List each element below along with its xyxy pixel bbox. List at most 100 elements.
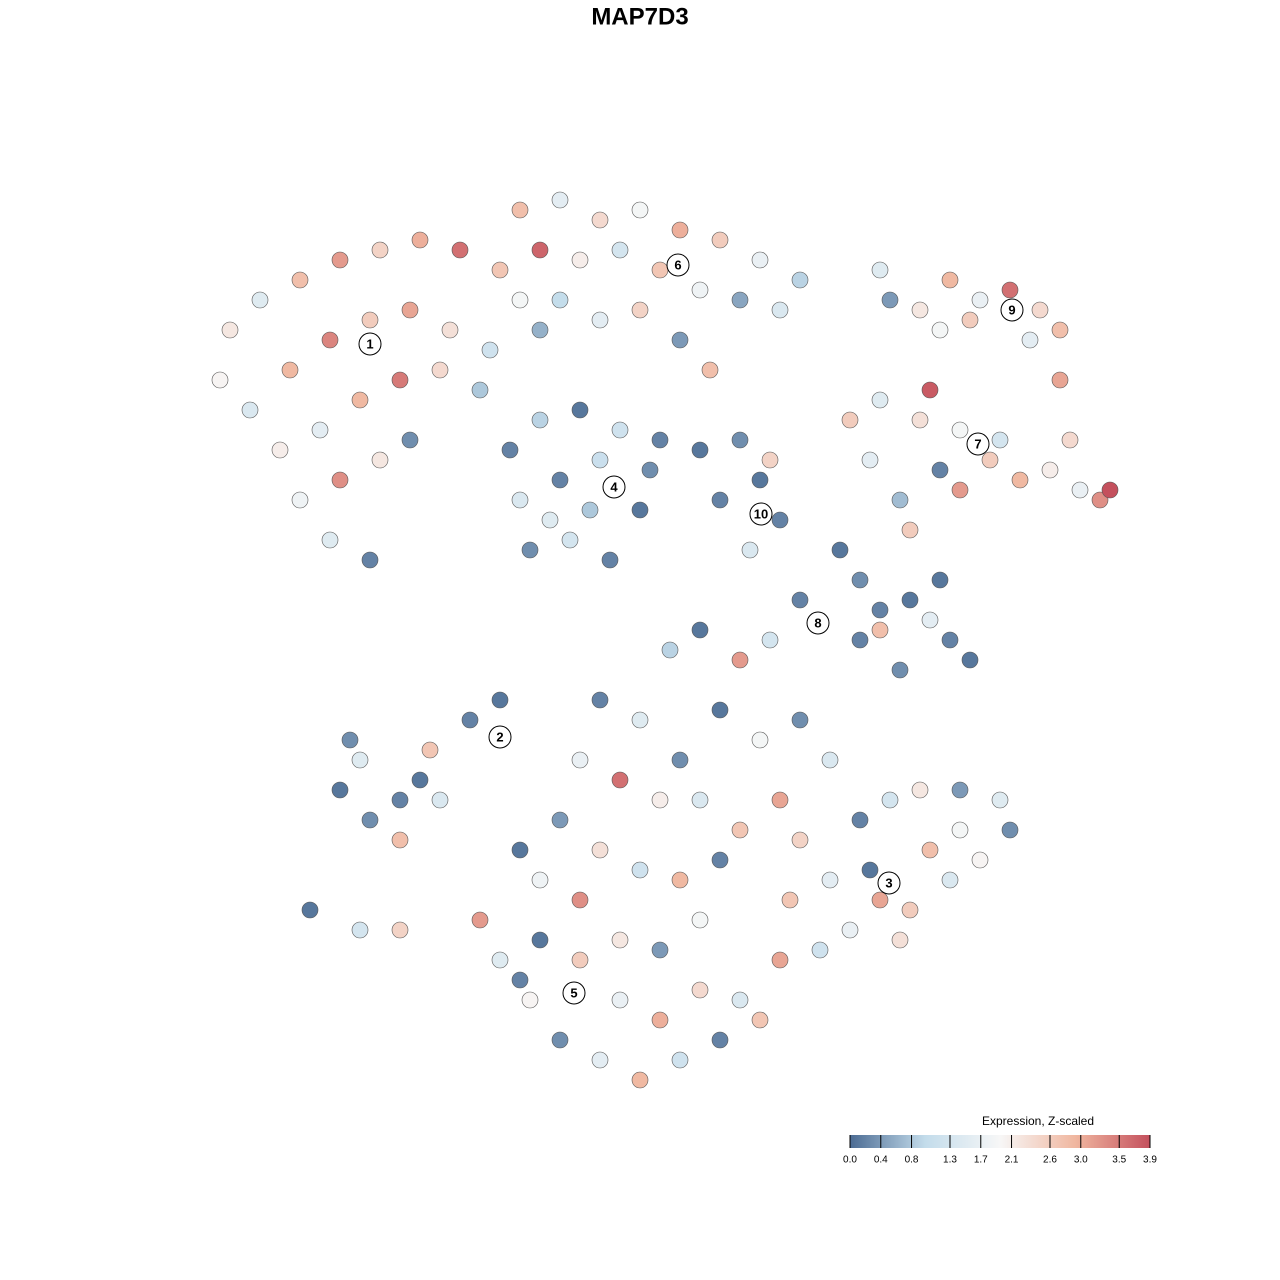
cell-point [1101,481,1119,499]
cell-point [451,241,469,259]
cell-point [411,231,429,249]
cluster-label-bg [488,725,512,749]
colorbar [850,1135,1150,1148]
cell-point [631,861,649,879]
cell-point [971,291,989,309]
cluster-label: 1 [366,336,373,351]
cluster-label-bg [806,611,830,635]
cell-point [891,931,909,949]
cluster-label: 3 [885,875,892,890]
cell-point [1041,461,1059,479]
cell-point [591,841,609,859]
cell-point [951,481,969,499]
cell-point [851,631,869,649]
cell-point [871,891,889,909]
cell-point [791,591,809,609]
cell-point [511,291,529,309]
cell-point [591,211,609,229]
cell-point [331,781,349,799]
cell-point [651,261,669,279]
cell-point [561,531,579,549]
colorbar-tick-label: 1.7 [974,1155,988,1166]
cell-point [571,751,589,769]
cell-point [371,241,389,259]
cell-point [781,891,799,909]
cell-point [551,291,569,309]
cell-point [331,251,349,269]
cell-point [571,891,589,909]
cell-point [431,791,449,809]
cell-point [651,941,669,959]
cluster-label-bg [877,871,901,895]
cell-point [511,841,529,859]
cell-point [791,271,809,289]
cell-point [611,991,629,1009]
cell-point [731,821,749,839]
cell-point [911,781,929,799]
cell-point [611,421,629,439]
cell-point [321,331,339,349]
cell-point [701,361,719,379]
cell-point [871,391,889,409]
cell-point [961,311,979,329]
cell-point [1051,321,1069,339]
cell-point [221,321,239,339]
cell-point [901,591,919,609]
cell-point [421,741,439,759]
cell-point [971,851,989,869]
cell-point [811,941,829,959]
cell-point [891,661,909,679]
cell-point [351,921,369,939]
cell-point [731,991,749,1009]
cell-point [581,501,599,519]
cluster-label-bg [666,253,690,277]
cell-point [1021,331,1039,349]
cluster-label: 4 [610,479,618,494]
cell-point [531,241,549,259]
cell-point [951,781,969,799]
cell-point [511,971,529,989]
cell-point [671,331,689,349]
cell-point [671,1051,689,1069]
cell-point [611,771,629,789]
colorbar-tick-label: 3.0 [1074,1155,1088,1166]
colorbar-tick-label: 2.1 [1005,1155,1019,1166]
cell-point [391,831,409,849]
cell-point [901,521,919,539]
cell-point [271,441,289,459]
cell-point [671,221,689,239]
cell-point [631,501,649,519]
cell-point [591,451,609,469]
cell-point [551,471,569,489]
cell-point [921,381,939,399]
colorbar-tick-label: 0.4 [874,1155,888,1166]
cell-point [881,291,899,309]
cell-point [771,511,789,529]
cell-point [951,821,969,839]
cell-point [391,371,409,389]
cell-point [491,951,509,969]
cell-point [531,871,549,889]
cell-point [531,321,549,339]
colorbar-tick-label: 1.3 [943,1155,957,1166]
cell-point [711,231,729,249]
cluster-label-bg [562,981,586,1005]
cell-point [331,471,349,489]
cell-point [1001,281,1019,299]
cell-point [601,551,619,569]
cell-point [441,321,459,339]
cell-point [771,301,789,319]
cell-point [541,511,559,529]
cell-point [751,251,769,269]
cell-point [731,291,749,309]
cell-point [341,731,359,749]
colorbar-title: Expression, Z-scaled [982,1114,1094,1128]
cell-point [371,451,389,469]
cell-point [1091,491,1109,509]
cell-point [351,391,369,409]
cell-point [861,861,879,879]
cell-point [691,911,709,929]
colorbar-tick-label: 0.0 [843,1155,857,1166]
cell-point [401,431,419,449]
cell-point [291,271,309,289]
